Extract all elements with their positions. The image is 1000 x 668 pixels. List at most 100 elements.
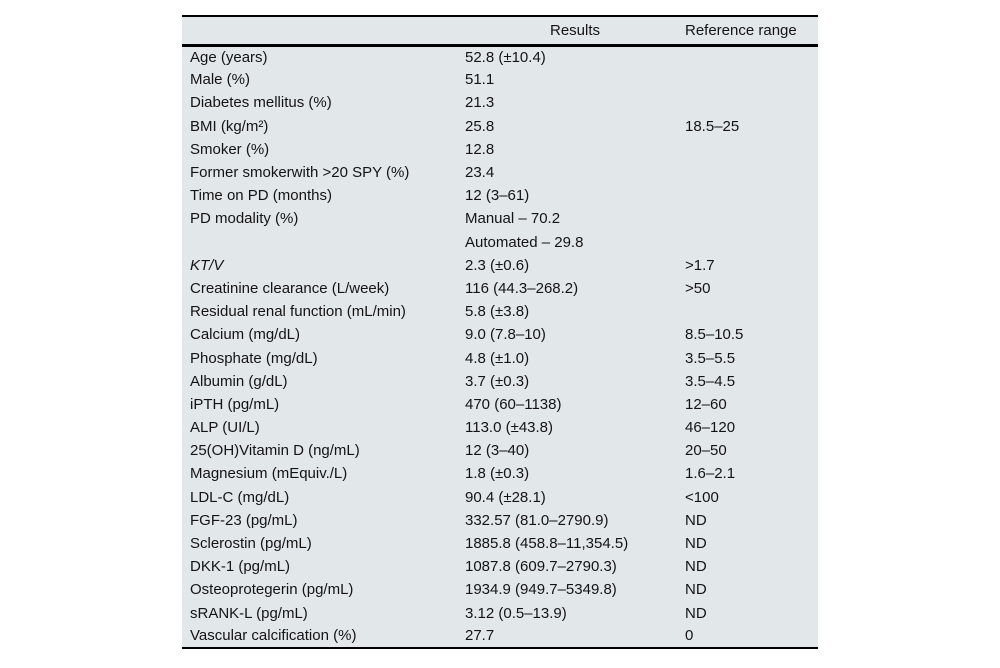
reference-value: <100: [685, 488, 719, 506]
result-value: 52.8 (±10.4): [465, 48, 546, 66]
reference-value: 20–50: [685, 442, 727, 460]
row-label: KT/V: [190, 256, 224, 274]
result-value: 1087.8 (609.7–2790.3): [465, 558, 617, 576]
table-row: sRANK-L (pg/mL) 3.12 (0.5–13.9) ND: [182, 602, 818, 625]
table-row: KT/V 2.3 (±0.6) >1.7: [182, 254, 818, 277]
result-value: 12 (3–61): [465, 187, 530, 205]
reference-value: [685, 184, 818, 207]
table-row: Automated – 29.8: [182, 231, 818, 254]
reference-value: 18.5–25: [685, 117, 740, 135]
reference-value: 0: [685, 627, 694, 645]
row-label: DKK-1 (pg/mL): [190, 558, 291, 576]
table-row: DKK-1 (pg/mL) 1087.8 (609.7–2790.3) ND: [182, 555, 818, 578]
result-value: 21.3: [465, 94, 495, 112]
result-value: 12 (3–40): [465, 442, 530, 460]
result-value: 3.7 (±0.3): [465, 372, 530, 390]
table-row: BMI (kg/m²) 25.8 18.5–25: [182, 115, 818, 138]
table-row: Time on PD (months) 12 (3–61): [182, 184, 818, 207]
row-label: Vascular calcification (%): [190, 627, 357, 645]
row-label: ALP (UI/L): [190, 419, 260, 437]
row-label: Smoker (%): [190, 140, 270, 158]
row-label: BMI (kg/m²): [190, 117, 269, 135]
reference-value: [685, 91, 818, 114]
reference-value: [685, 68, 818, 91]
reference-value: 1.6–2.1: [685, 465, 736, 483]
row-label: Sclerostin (pg/mL): [190, 535, 312, 553]
reference-value: ND: [685, 581, 707, 599]
row-label: Diabetes mellitus (%): [190, 94, 332, 112]
row-label: Residual renal function (mL/min): [190, 303, 406, 321]
reference-value: [685, 45, 818, 68]
reference-value: 12–60: [685, 395, 727, 413]
result-value: 1.8 (±0.3): [465, 465, 530, 483]
result-value: 1934.9 (949.7–5349.8): [465, 581, 617, 599]
result-value: 3.12 (0.5–13.9): [465, 604, 567, 622]
result-value: 470 (60–1138): [465, 395, 562, 413]
table-row: Phosphate (mg/dL) 4.8 (±1.0) 3.5–5.5: [182, 346, 818, 369]
row-label: FGF-23 (pg/mL): [190, 511, 298, 529]
reference-value: ND: [685, 535, 707, 553]
header-reference-range-column: Reference range: [685, 21, 797, 39]
row-label: Albumin (g/dL): [190, 372, 288, 390]
table-row: FGF-23 (pg/mL) 332.57 (81.0–2790.9) ND: [182, 509, 818, 532]
reference-value: [685, 161, 818, 184]
result-value: 4.8 (±1.0): [465, 349, 530, 367]
reference-value: >50: [685, 279, 711, 297]
row-label: Phosphate (mg/dL): [190, 349, 318, 367]
reference-value: ND: [685, 511, 707, 529]
reference-value: [685, 138, 818, 161]
row-label: LDL-C (mg/dL): [190, 488, 290, 506]
row-label: Age (years): [190, 48, 268, 66]
table-body: Age (years) 52.8 (±10.4) Male (%) 51.1 Diabe…: [182, 45, 818, 648]
result-value: 1885.8 (458.8–11,354.5): [465, 535, 629, 553]
result-value: 25.8: [465, 117, 495, 135]
header-row: Results Reference range: [182, 16, 818, 45]
table-row: Residual renal function (mL/min) 5.8 (±3.…: [182, 300, 818, 323]
result-value: Manual – 70.2: [465, 210, 561, 228]
reference-value: [685, 231, 818, 254]
row-label: Former smokerwith >20 SPY (%): [190, 164, 410, 182]
reference-value: [685, 207, 818, 230]
reference-value: 8.5–10.5: [685, 326, 744, 344]
table-header: Results Reference range: [182, 16, 818, 45]
result-value: 5.8 (±3.8): [465, 303, 530, 321]
result-value: 51.1: [465, 71, 495, 89]
result-value: 116 (44.3–268.2): [465, 279, 579, 297]
table-row: Magnesium (mEquiv./L) 1.8 (±0.3) 1.6–2.1: [182, 462, 818, 485]
row-label: Time on PD (months): [190, 187, 332, 205]
table-row: Vascular calcification (%) 27.7 0: [182, 625, 818, 648]
table-row: Male (%) 51.1: [182, 68, 818, 91]
reference-value: [685, 300, 818, 323]
table-row: Albumin (g/dL) 3.7 (±0.3) 3.5–4.5: [182, 370, 818, 393]
table-row: Smoker (%) 12.8: [182, 138, 818, 161]
table-row: Former smokerwith >20 SPY (%) 23.4: [182, 161, 818, 184]
row-label: 25(OH)Vitamin D (ng/mL): [190, 442, 360, 460]
result-value: 332.57 (81.0–2790.9): [465, 511, 609, 529]
row-label: iPTH (pg/mL): [190, 395, 280, 413]
result-value: 90.4 (±28.1): [465, 488, 546, 506]
table-row: iPTH (pg/mL) 470 (60–1138) 12–60: [182, 393, 818, 416]
reference-value: 3.5–4.5: [685, 372, 736, 390]
table-row: Sclerostin (pg/mL) 1885.8 (458.8–11,354.5…: [182, 532, 818, 555]
table-row: Calcium (mg/dL) 9.0 (7.8–10) 8.5–10.5: [182, 323, 818, 346]
reference-value: 46–120: [685, 419, 736, 437]
reference-value: ND: [685, 604, 707, 622]
table-row: Age (years) 52.8 (±10.4): [182, 45, 818, 68]
result-value: 27.7: [465, 627, 495, 645]
result-value: Automated – 29.8: [465, 233, 584, 251]
table-row: Diabetes mellitus (%) 21.3: [182, 91, 818, 114]
reference-value: 3.5–5.5: [685, 349, 736, 367]
row-label: [182, 231, 465, 254]
table-row: Creatinine clearance (L/week) 116 (44.3–2…: [182, 277, 818, 300]
header-label-column: [182, 16, 465, 45]
row-label: Creatinine clearance (L/week): [190, 279, 390, 297]
row-label: sRANK-L (pg/mL): [190, 604, 308, 622]
reference-value: ND: [685, 558, 707, 576]
result-value: 12.8: [465, 140, 495, 158]
result-value: 23.4: [465, 164, 495, 182]
table-row: 25(OH)Vitamin D (ng/mL) 12 (3–40) 20–50: [182, 439, 818, 462]
table-row: Osteoprotegerin (pg/mL) 1934.9 (949.7–534…: [182, 578, 818, 601]
table-row: PD modality (%) Manual – 70.2: [182, 207, 818, 230]
table-row: LDL-C (mg/dL) 90.4 (±28.1) <100: [182, 486, 818, 509]
baseline-characteristics-table-wrap: Results Reference range Age (years) 52.8 …: [182, 15, 818, 649]
